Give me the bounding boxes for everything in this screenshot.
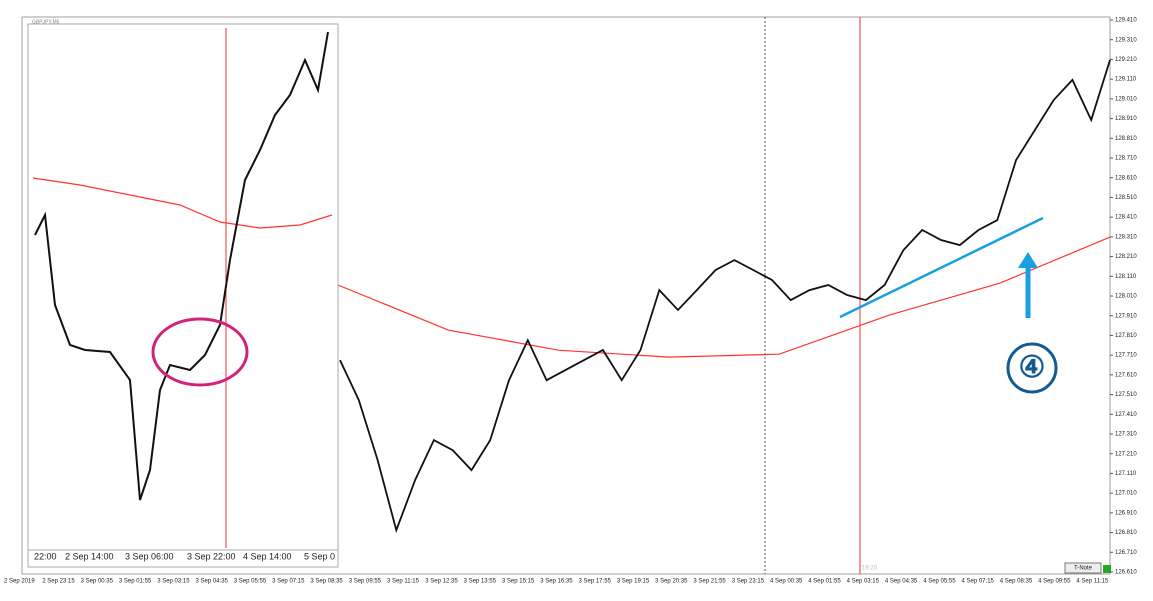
x-tick-label: 4 Sep 01:55 bbox=[808, 579, 841, 585]
y-tick-label: 129.010 bbox=[1115, 96, 1137, 102]
inset: 22:00 2 Sep 14:00 3 Sep 06:00 3 Sep 22:00 4 … bbox=[27, 23, 339, 568]
y-tick-label: 128.910 bbox=[1115, 116, 1137, 122]
annotation: ④ bbox=[1019, 351, 1046, 384]
y-tick-label: 126.710 bbox=[1115, 550, 1137, 556]
x-tick-label: 3 Sep 09:55 bbox=[349, 579, 382, 585]
x-tick-label: 3 Sep 03:15 bbox=[157, 579, 190, 585]
y-tick-label: 127.110 bbox=[1115, 471, 1137, 477]
inset-tick-label: 4 Sep 14:00 bbox=[243, 551, 292, 561]
annotation-circle bbox=[1006, 342, 1058, 394]
y-tick-label: 127.310 bbox=[1115, 432, 1137, 438]
button-label[interactable]: T-Note bbox=[1074, 566, 1093, 572]
button-icon[interactable] bbox=[1103, 565, 1111, 573]
y-tick-label: 128.110 bbox=[1115, 274, 1137, 280]
x-tick-label: 3 Sep 13:55 bbox=[464, 579, 497, 585]
price-line bbox=[339, 59, 1111, 534]
x-tick-label: 3 Sep 19:15 bbox=[617, 579, 650, 585]
y-tick-label: 129.310 bbox=[1115, 37, 1137, 43]
x-tick-label: 3 Sep 20:35 bbox=[655, 579, 688, 585]
arrow-head bbox=[1018, 252, 1038, 268]
y-tick-label: 128.010 bbox=[1115, 294, 1137, 300]
inset-tick-label: 3 Sep 22:00 bbox=[187, 551, 236, 561]
x-tick-label: 4 Sep 07:15 bbox=[962, 579, 995, 585]
y-tick-label: 126.610 bbox=[1115, 570, 1137, 576]
x-tick-label: 3 Sep 15:15 bbox=[502, 579, 535, 585]
main-chart bbox=[337, 59, 1111, 534]
y-tick-label: 127.410 bbox=[1115, 412, 1137, 418]
x-tick-label: 4 Sep 00:35 bbox=[770, 579, 803, 585]
button[interactable] bbox=[1064, 562, 1102, 574]
x-tick-label: 3 Sep 11:15 bbox=[387, 579, 420, 585]
x-tick-label: 2 Sep 23:15 bbox=[42, 579, 75, 585]
x-tick-label: 3 Sep 05:55 bbox=[234, 579, 267, 585]
inset-ma bbox=[32, 177, 333, 229]
trend-line bbox=[839, 216, 1044, 319]
y-tick-label: 128.610 bbox=[1115, 175, 1137, 181]
x-tick-label: 3 Sep 07:15 bbox=[272, 579, 305, 585]
x-tick-label: 3 Sep 12:35 bbox=[425, 579, 458, 585]
x-tick-label: 4 Sep 11:15 bbox=[1076, 579, 1109, 585]
inset-frame bbox=[27, 23, 339, 568]
y-tick-label: 129.110 bbox=[1115, 77, 1137, 83]
y-tick-label: 127.510 bbox=[1115, 392, 1137, 398]
y-tick-label: 128.710 bbox=[1115, 156, 1137, 162]
y-tick-label: 127.610 bbox=[1115, 372, 1137, 378]
y-tick-label: 128.210 bbox=[1115, 254, 1137, 260]
x-tick-label: 3 Sep 00:35 bbox=[81, 579, 114, 585]
inset-price bbox=[34, 31, 329, 501]
y-tick-label: 127.010 bbox=[1115, 491, 1137, 497]
x-tick-label: 3 Sep 23:15 bbox=[732, 579, 765, 585]
y-tick-label: 127.910 bbox=[1115, 313, 1137, 319]
inset-tick-label: 3 Sep 06:00 bbox=[125, 551, 174, 561]
y-tick-label: 128.410 bbox=[1115, 215, 1137, 221]
x-tick-label: 3 Sep 16:35 bbox=[540, 579, 573, 585]
x-tick-label: 3 Sep 01:55 bbox=[119, 579, 152, 585]
x-tick-label: 4 Sep 08:35 bbox=[1000, 579, 1033, 585]
y-tick-label: 128.810 bbox=[1115, 136, 1137, 142]
highlight-ellipse bbox=[151, 317, 249, 387]
y-tick-label: 129.210 bbox=[1115, 57, 1137, 63]
y-tick-label: 127.810 bbox=[1115, 333, 1137, 339]
y-tick-label: 127.210 bbox=[1115, 451, 1137, 457]
y-tick-label: 127.710 bbox=[1115, 353, 1137, 359]
x-tick-label: 2 Sep 2019 bbox=[4, 579, 35, 585]
inset-tick-label: 22:00 bbox=[34, 551, 57, 561]
y-tick-label: 128.310 bbox=[1115, 234, 1137, 240]
x-tick-label: 3 Sep 21:55 bbox=[693, 579, 726, 585]
y-tick-label: 129.410 bbox=[1115, 18, 1137, 24]
x-tick-label: 4 Sep 09:55 bbox=[1038, 579, 1071, 585]
x-tick-label: 3 Sep 04:35 bbox=[196, 579, 229, 585]
y-tick-label: 128.510 bbox=[1115, 195, 1137, 201]
y-tick-label: 126.810 bbox=[1115, 530, 1137, 536]
x-tick-label: 4 Sep 04:35 bbox=[885, 579, 918, 585]
window-title: GBPJPY,M5 bbox=[32, 19, 60, 25]
x-tick-label: 3 Sep 17:55 bbox=[579, 579, 612, 585]
x-tick-label: 4 Sep 03:15 bbox=[847, 579, 880, 585]
moving-average bbox=[337, 236, 1111, 358]
inset-tick-label: 2 Sep 14:00 bbox=[65, 551, 114, 561]
y-tick-label: 126.910 bbox=[1115, 510, 1137, 516]
x-tick-label: 3 Sep 08:35 bbox=[310, 579, 343, 585]
inset-tick-label: 5 Sep 0 bbox=[304, 551, 335, 561]
cursor-label: 19:20 bbox=[862, 566, 878, 572]
x-tick-label: 4 Sep 05:55 bbox=[923, 579, 956, 585]
